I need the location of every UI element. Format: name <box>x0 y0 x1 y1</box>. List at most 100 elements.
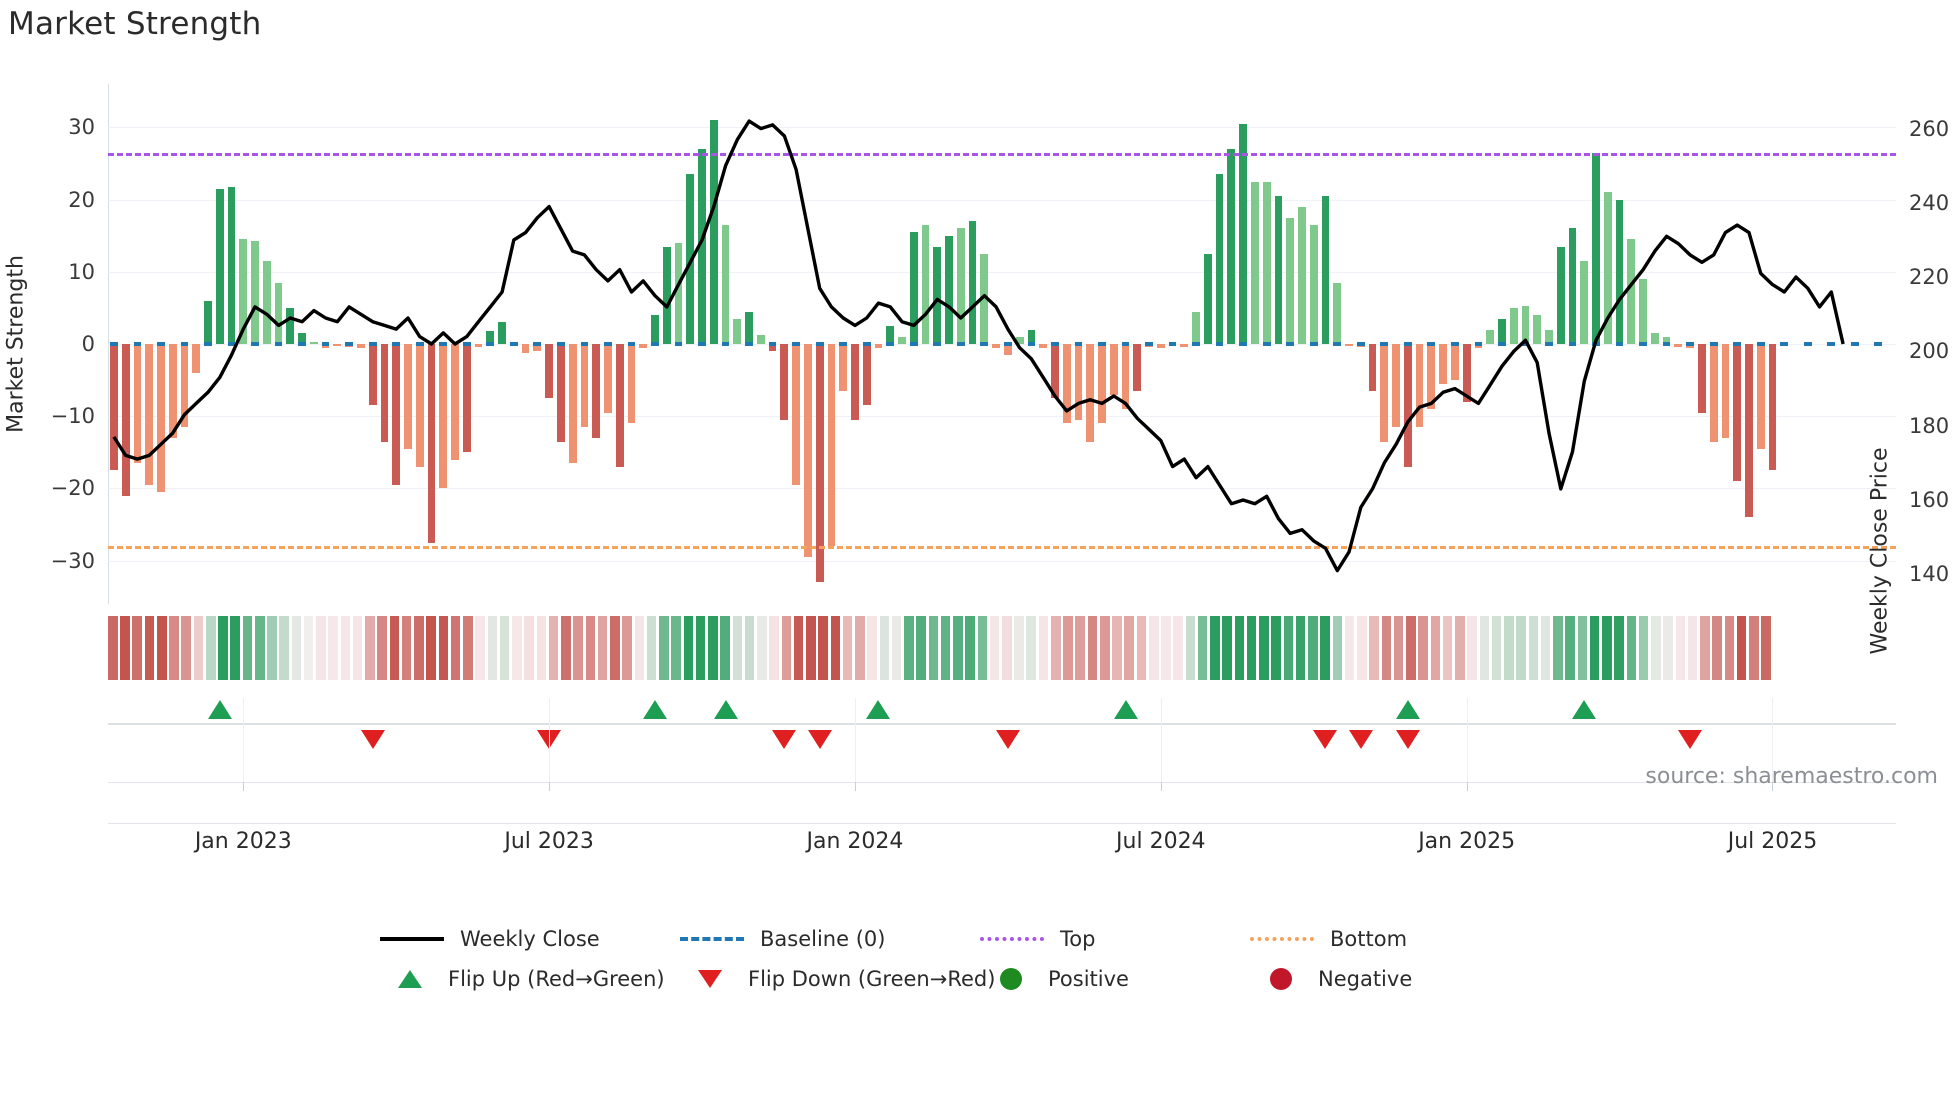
bar-positive <box>1227 149 1236 344</box>
baseline-dash <box>1756 342 1765 346</box>
flip-up-marker <box>1572 700 1597 719</box>
bar-negative <box>1086 344 1095 442</box>
baseline-dash <box>109 342 118 346</box>
heatmap-cell <box>499 616 510 680</box>
flip-down-marker <box>1313 730 1338 749</box>
bar-positive <box>651 315 659 344</box>
legend-item[interactable]: Bottom <box>1250 924 1407 954</box>
bar-positive <box>674 242 683 344</box>
legend-item-label: Bottom <box>1330 927 1408 951</box>
heatmap-cell <box>1002 616 1012 680</box>
baseline-dash <box>1568 342 1577 346</box>
baseline-dash <box>157 342 165 346</box>
legend-item[interactable]: Baseline (0) <box>680 924 885 954</box>
heatmap-cell <box>695 616 706 680</box>
y-tick-label-right: 200 <box>1909 339 1950 364</box>
bar-negative <box>615 344 624 467</box>
bar-negative <box>1403 344 1412 467</box>
flip-down-marker <box>1348 730 1373 749</box>
baseline-dash <box>1051 342 1059 346</box>
heatmap-cell <box>1197 616 1208 680</box>
bar-positive <box>1262 181 1271 344</box>
heatmap-cell <box>928 616 939 680</box>
bar-positive <box>1509 307 1518 344</box>
bar-positive <box>1615 199 1624 344</box>
weekly-close-line <box>112 119 1845 573</box>
bar-positive <box>956 228 965 344</box>
flip-down-marker <box>360 730 385 749</box>
legend-item[interactable]: Top <box>980 924 1095 954</box>
heatmap-cell <box>450 616 461 680</box>
baseline-dash <box>1027 342 1036 346</box>
heatmap-cell <box>1810 616 1820 680</box>
legend-item-label: Positive <box>1048 967 1129 991</box>
bar-negative <box>1003 344 1012 355</box>
heatmap-cell <box>291 616 302 680</box>
bar-negative <box>1109 344 1118 395</box>
heatmap-cell <box>1308 616 1318 680</box>
bar-positive <box>1568 228 1577 344</box>
bar-negative <box>1133 344 1142 391</box>
bar-positive <box>662 246 671 344</box>
bar-negative <box>1392 344 1400 428</box>
bar-negative <box>604 344 612 413</box>
y-axis-left-label: Market Strength <box>3 255 29 433</box>
heatmap-cell <box>953 616 963 680</box>
bar-negative <box>768 344 777 352</box>
legend-item[interactable]: Negative <box>1250 964 1412 994</box>
heatmap-cell <box>1528 616 1539 680</box>
legend-item[interactable]: Flip Down (Green→Red) <box>680 964 995 994</box>
bar-negative <box>1098 344 1106 424</box>
bar-negative <box>392 344 401 485</box>
x-tick-mark <box>854 782 856 791</box>
bar-positive <box>709 120 718 344</box>
baseline-dash <box>839 342 848 346</box>
baseline-dash <box>533 342 542 346</box>
bar-negative <box>462 344 471 453</box>
bar-positive <box>1015 336 1024 344</box>
baseline-dash <box>486 342 495 346</box>
bar-negative <box>827 344 836 547</box>
bar-negative <box>627 344 636 424</box>
baseline-dash <box>721 342 730 346</box>
bar-negative <box>556 344 565 442</box>
bar-positive <box>945 235 953 344</box>
baseline-dash <box>1827 342 1836 346</box>
baseline-dash <box>133 342 142 346</box>
main-chart-plot-area: −30 −20 −10 0 10 20 30 140 160 180 200 220 240 260 M… <box>4 84 1949 604</box>
legend-item[interactable]: Flip Up (Red→Green) <box>380 964 665 994</box>
bar-positive <box>1215 174 1224 344</box>
bar-positive <box>1521 306 1530 344</box>
legend-item[interactable]: Positive <box>980 964 1129 994</box>
x-axis-rule-bottom <box>108 823 1896 824</box>
heatmap-cell <box>218 616 228 680</box>
bar-negative <box>1415 344 1424 428</box>
baseline-dash <box>909 342 918 346</box>
bar-negative <box>792 344 800 485</box>
baseline-dash <box>1286 342 1295 346</box>
heatmap-cell <box>254 616 265 680</box>
x-tick-label: Jan 2023 <box>194 829 292 854</box>
baseline-dash <box>509 342 518 346</box>
legend-item[interactable]: Weekly Close <box>380 924 600 954</box>
x-gridline <box>549 698 551 782</box>
flip-up-marker <box>642 700 667 719</box>
bar-positive <box>1603 192 1612 344</box>
bar-negative <box>1368 344 1377 391</box>
heatmap-cell <box>1173 616 1183 680</box>
y-tick-label-left: −10 <box>50 404 95 429</box>
bar-positive <box>1286 217 1295 344</box>
baseline-dash <box>1780 342 1789 346</box>
heatmap-cell <box>426 616 436 680</box>
baseline-dash <box>439 342 448 346</box>
heatmap-cell <box>1540 616 1551 680</box>
heatmap-cell <box>1222 616 1232 680</box>
bar-positive <box>733 318 742 344</box>
bar-positive <box>886 325 895 344</box>
bar-negative <box>1156 344 1165 348</box>
heatmap-cell <box>683 616 694 680</box>
bar-positive <box>262 260 271 344</box>
baseline-dash <box>1521 342 1530 346</box>
bar-positive <box>921 224 930 344</box>
heatmap-cell <box>622 616 632 680</box>
